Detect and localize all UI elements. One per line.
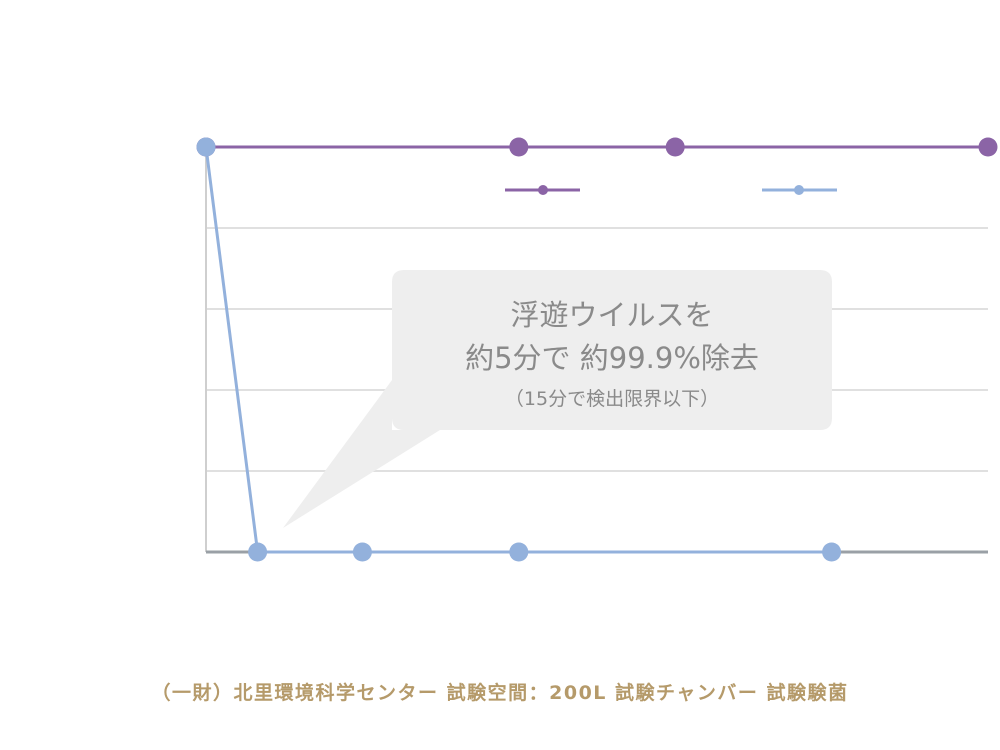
legend: [505, 185, 837, 195]
series-layer: [196, 137, 998, 562]
series-2-point: [248, 542, 268, 562]
source-caption: （一財）北里環境科学センター 試験空間：200L 試験チャンバー 試験験菌: [151, 682, 849, 704]
callout: 浮遊ウイルスを 約5分で 約99.9%除去 （15分で検出限界以下）: [283, 270, 832, 528]
callout-line-1: 浮遊ウイルスを: [510, 298, 713, 332]
legend-swatch-point-1: [538, 185, 548, 195]
callout-line-3: （15分で検出限界以下）: [505, 388, 719, 410]
series-1-point: [509, 137, 529, 157]
callout-line-2: 約5分で 約99.9%除去: [465, 341, 759, 375]
legend-swatch-point-2: [794, 185, 804, 195]
series-1-point: [665, 137, 685, 157]
series-2-point: [509, 542, 529, 562]
series-2-point: [352, 542, 372, 562]
callout-bubble: [283, 270, 832, 528]
series-2-point: [822, 542, 842, 562]
series-2-point: [196, 137, 216, 157]
series-1-point: [978, 137, 998, 157]
